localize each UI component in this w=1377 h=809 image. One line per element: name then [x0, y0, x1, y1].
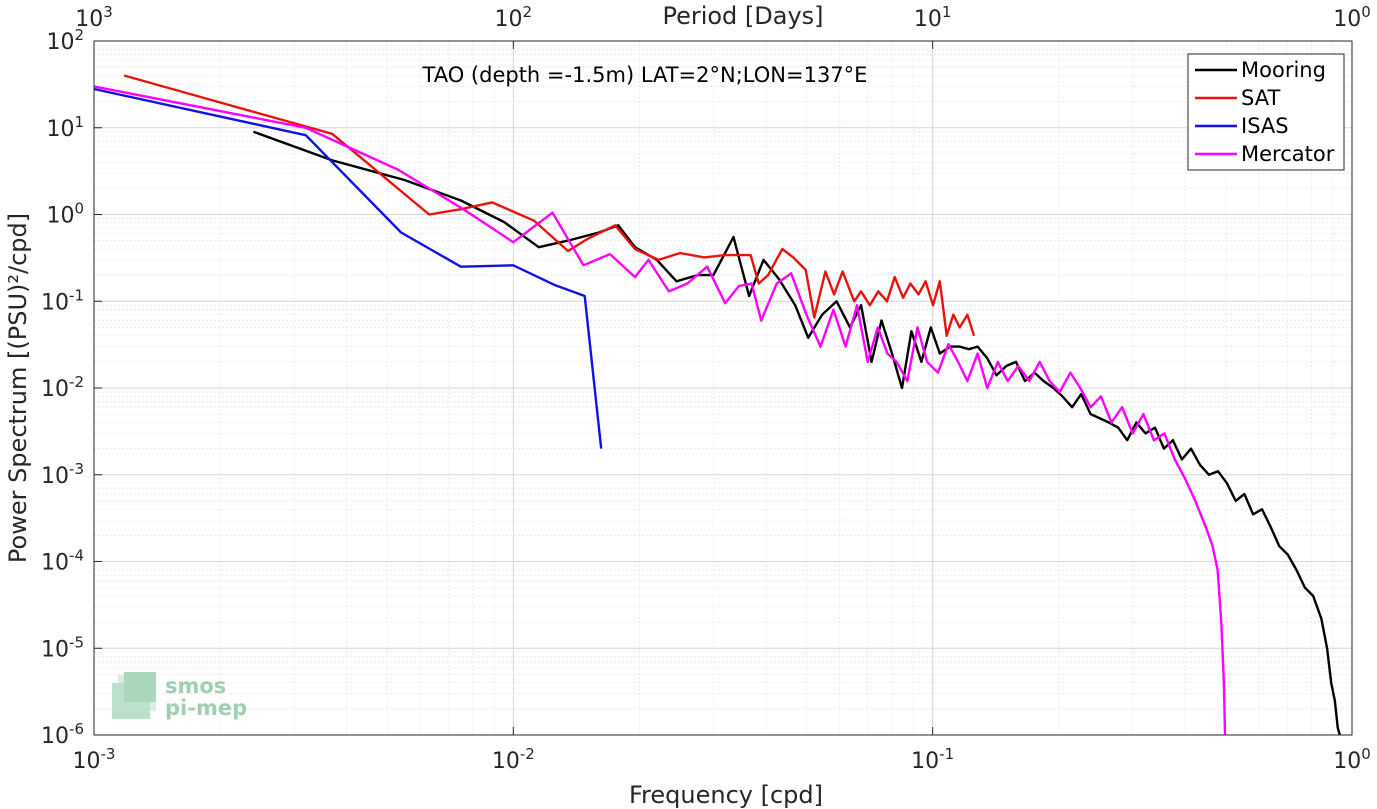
y-axis-label: Power Spectrum [(PSU)²/cpd] — [4, 213, 32, 563]
x-tick-label: 10-3 — [73, 745, 116, 774]
top-tick-label: 100 — [1333, 3, 1371, 32]
y-tick-label: 10-5 — [41, 633, 84, 662]
series-line-sat — [123, 74, 976, 337]
y-tick-label: 10-3 — [41, 460, 84, 489]
smos-pi-mep-logo: smos pi-mep — [112, 672, 247, 720]
legend-label: SAT — [1241, 86, 1280, 110]
y-tick-label: 10-6 — [41, 720, 84, 749]
x-tick-label: 100 — [1333, 745, 1371, 774]
y-tick-label: 10-4 — [41, 547, 84, 576]
top-tick-label: 102 — [495, 3, 533, 32]
top-tick-label: 103 — [75, 3, 113, 32]
legend-box — [1187, 53, 1345, 171]
x-tick-label: 10-1 — [911, 745, 954, 774]
series-line-mooring — [252, 130, 1341, 736]
series-line-mercator — [93, 85, 1227, 736]
x-tick-label: 10-2 — [492, 745, 535, 774]
top-tick-label: 101 — [914, 3, 952, 32]
y-tick-label: 101 — [46, 113, 84, 142]
legend: Mooring SAT ISAS Mercator — [1187, 53, 1345, 171]
series-line-isas — [93, 87, 603, 449]
y-tick-label: 102 — [46, 26, 84, 55]
legend-label: ISAS — [1241, 114, 1289, 138]
y-tick-label: 10-1 — [41, 286, 84, 315]
top-axis-label: Period [Days] — [662, 2, 823, 30]
logo-line1: smos — [165, 674, 226, 698]
y-tick-label: 10-2 — [41, 373, 84, 402]
chart-title: TAO (depth =-1.5m) LAT=2°N;LON=137°E — [422, 63, 868, 87]
y-tick-label: 100 — [46, 200, 84, 229]
legend-label: Mooring — [1241, 58, 1326, 82]
series-layer — [93, 74, 1341, 736]
logo-line2: pi-mep — [165, 696, 247, 720]
x-axis-label: Frequency [cpd] — [629, 781, 823, 809]
legend-label: Mercator — [1241, 142, 1335, 166]
